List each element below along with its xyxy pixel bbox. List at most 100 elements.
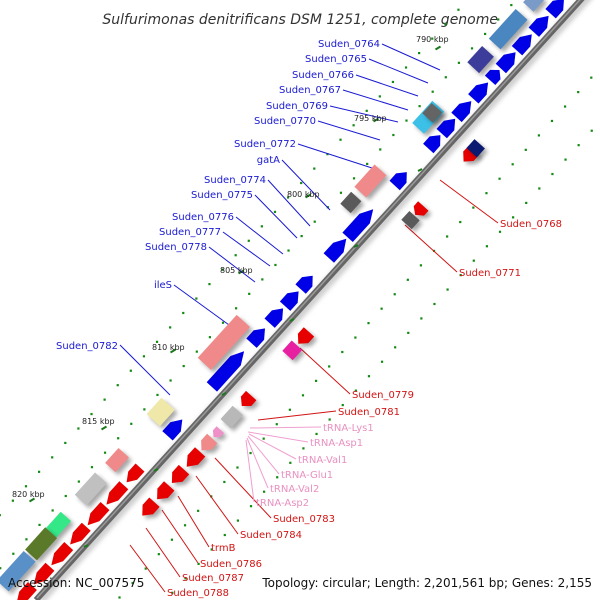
- gc-dot: [182, 364, 185, 368]
- gc-dot: [223, 480, 226, 484]
- gene-label-suden-0779[interactable]: Suden_0779: [352, 390, 414, 401]
- gene-label-trmb[interactable]: trmB: [211, 543, 236, 554]
- gc-dot: [498, 230, 502, 233]
- gc-dot: [157, 553, 160, 556]
- gc-dot: [352, 124, 355, 127]
- gc-dot: [459, 220, 462, 224]
- kbp-tick-minor: [353, 244, 359, 248]
- gene-label-suden-0781[interactable]: Suden_0781: [338, 407, 400, 418]
- kbp-markers: 790 kbp 795 kbp 800 kbp 805 kbp 810 kbp …: [12, 35, 449, 499]
- gene-feature-minus: [466, 139, 485, 158]
- gene-label-suden-0782[interactable]: Suden_0782: [56, 341, 118, 352]
- gc-dot: [524, 148, 527, 151]
- leader-line-minus: [145, 527, 181, 578]
- gene-label-suden-0787[interactable]: Suden_0787: [182, 573, 244, 584]
- gene-label-suden-0764[interactable]: Suden_0764: [318, 39, 380, 50]
- gene-label-suden-0771[interactable]: Suden_0771: [459, 268, 521, 279]
- gene-label-suden-0770[interactable]: Suden_0770: [254, 116, 316, 127]
- gene-label-suden-0765[interactable]: Suden_0765: [305, 54, 367, 65]
- gene-feature: [279, 291, 299, 311]
- gene-feature: [264, 308, 284, 328]
- gc-dot: [457, 8, 460, 11]
- gc-dot: [472, 206, 475, 209]
- leader-line-minus: [129, 544, 166, 593]
- gene-feature-minus: [297, 327, 315, 344]
- leader-line-minus: [214, 457, 272, 519]
- gene-features: [0, 0, 564, 600]
- gene-label-suden-0768[interactable]: Suden_0768: [500, 219, 562, 230]
- gc-dot: [155, 340, 159, 343]
- trna-label-glu1[interactable]: tRNA-Glu1: [281, 470, 333, 481]
- gene-label-suden-0784[interactable]: Suden_0784: [240, 530, 302, 541]
- kbp-tick: [237, 269, 245, 275]
- kbp-tick: [304, 193, 312, 199]
- gc-dot: [51, 509, 54, 512]
- trna-label-lys1[interactable]: tRNA-Lys1: [323, 423, 374, 434]
- gene-label-suden-0783[interactable]: Suden_0783: [273, 514, 335, 525]
- gene-label-suden-0774[interactable]: Suden_0774: [204, 175, 266, 186]
- gc-dot: [302, 447, 305, 450]
- gc-dot: [590, 129, 593, 132]
- gene-label-suden-0776[interactable]: Suden_0776: [172, 212, 234, 223]
- gene-feature-outer: [523, 0, 545, 12]
- gc-dot: [261, 278, 264, 281]
- gene-label-suden-0772[interactable]: Suden_0772: [234, 139, 296, 150]
- gc-dot: [405, 119, 408, 122]
- kbp-ticks: [28, 45, 442, 548]
- trna-label-val1[interactable]: tRNA-Val1: [298, 455, 347, 466]
- gc-dot: [328, 365, 331, 368]
- gene-feature-outer: [25, 527, 58, 561]
- gene-label-suden-0766[interactable]: Suden_0766: [292, 70, 354, 81]
- gc-dot: [64, 494, 67, 498]
- leader-line-minus: [404, 224, 458, 273]
- leader-line-minus: [257, 410, 337, 421]
- gc-dot: [169, 379, 172, 382]
- gene-feature: [545, 0, 564, 19]
- gene-label-gata[interactable]: gatA: [257, 155, 280, 166]
- leader-line-plus: [368, 58, 429, 84]
- trna-label-asp2[interactable]: tRNA-Asp2: [256, 498, 309, 509]
- gc-dot: [444, 23, 447, 26]
- kbp-tick-minor: [289, 318, 295, 322]
- gene-feature-minus: [201, 433, 218, 451]
- gc-dot: [418, 51, 421, 55]
- gc-dot: [143, 408, 146, 411]
- kbp-tick-minor: [83, 544, 89, 548]
- gene-feature-outer: [105, 448, 129, 473]
- gene-label-suden-0769[interactable]: Suden_0769: [266, 101, 328, 112]
- gc-dot: [366, 162, 369, 166]
- gc-dot: [406, 278, 409, 281]
- gene-feature: [51, 542, 74, 566]
- gene-feature-outer: [467, 46, 494, 74]
- gene-feature-minus: [142, 497, 160, 516]
- gene-label-suden-0786[interactable]: Suden_0786: [200, 559, 262, 570]
- gc-dot: [260, 225, 263, 228]
- gene-feature-outer: [340, 191, 362, 214]
- gene-label-suden-0767[interactable]: Suden_0767: [279, 85, 341, 96]
- gene-label-suden-0778[interactable]: Suden_0778: [145, 242, 207, 253]
- gene-feature: [484, 69, 501, 85]
- gene-feature: [323, 238, 347, 263]
- kbp-label-815: 815 kbp: [82, 417, 115, 426]
- leader-line-trna: [247, 431, 309, 443]
- gc-dot: [103, 398, 106, 401]
- gc-dot: [236, 466, 239, 469]
- gc-dot: [446, 235, 449, 238]
- trna-label-asp1[interactable]: tRNA-Asp1: [310, 438, 363, 449]
- label-leader-lines: [119, 43, 499, 593]
- gene-label-iles[interactable]: ileS: [154, 280, 172, 291]
- trna-label-val2[interactable]: tRNA-Val2: [270, 484, 319, 495]
- gene-label-suden-0788[interactable]: Suden_0788: [167, 588, 229, 599]
- gene-label-suden-0775[interactable]: Suden_0775: [191, 190, 253, 201]
- gc-dot: [64, 441, 67, 445]
- gc-dot: [457, 61, 461, 64]
- gc-dot: [431, 37, 434, 40]
- kbp-label-805: 805 kbp: [220, 266, 253, 275]
- gc-dot: [77, 427, 80, 430]
- leader-line-plus: [381, 43, 441, 71]
- gc-dot: [249, 451, 252, 455]
- gene-feature: [389, 172, 407, 191]
- gene-label-suden-0777[interactable]: Suden_0777: [159, 227, 221, 238]
- gc-dot: [498, 177, 501, 180]
- gc-dot: [169, 326, 172, 329]
